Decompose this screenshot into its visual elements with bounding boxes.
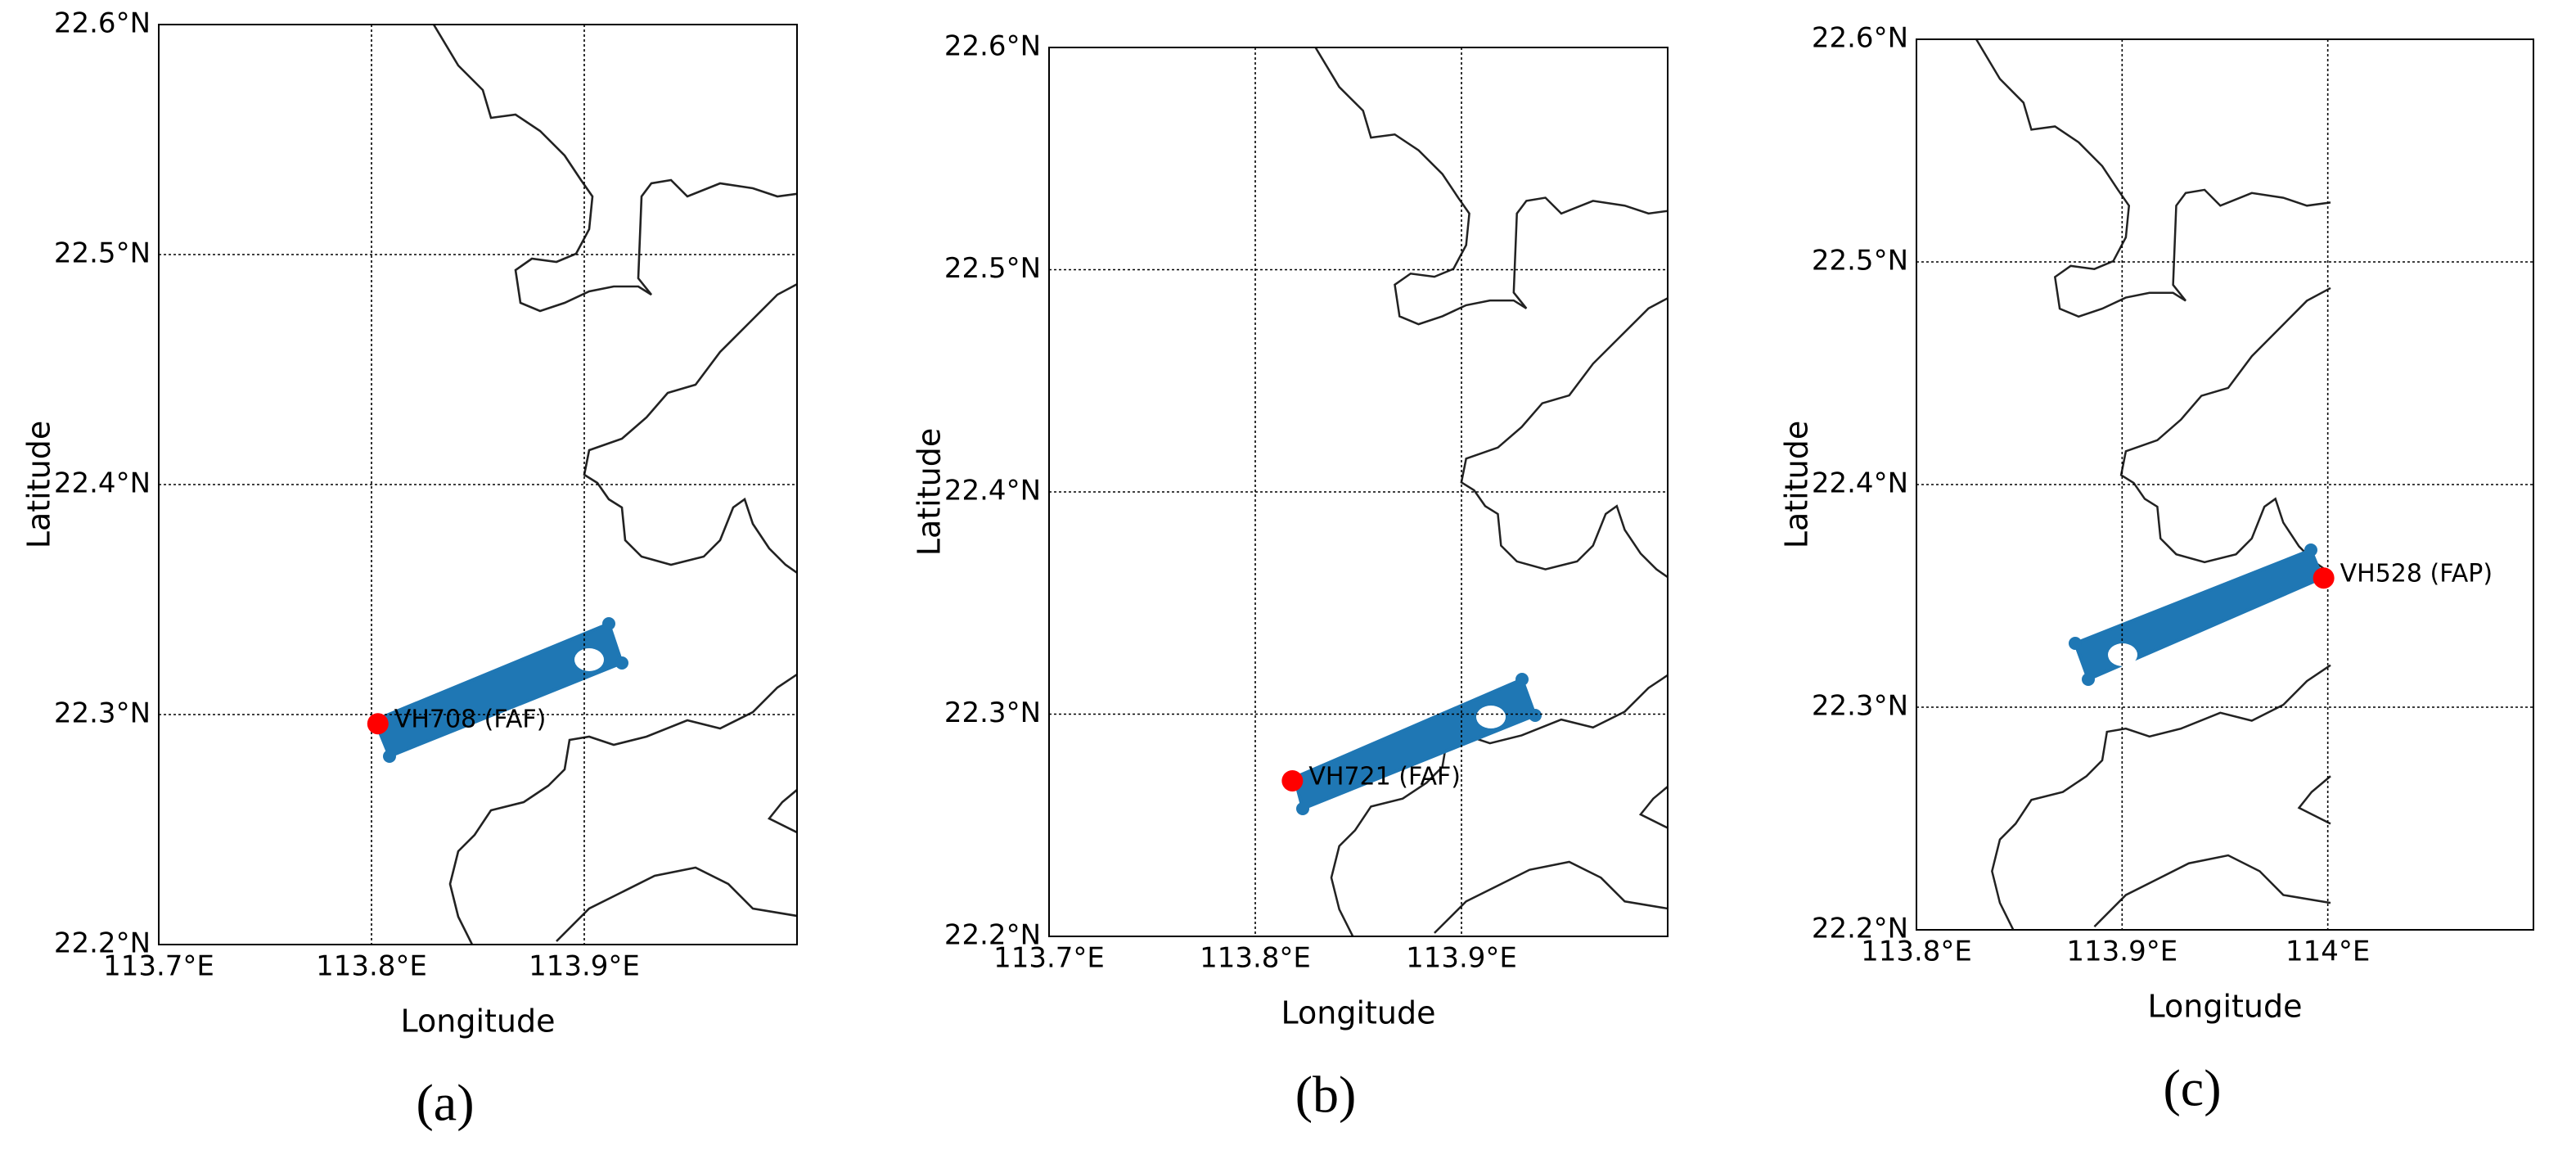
trajectory-band [2069, 543, 2325, 686]
y-tick-label: 22.2°N [1812, 913, 1908, 945]
y-tick-label: 22.6°N [54, 7, 151, 40]
y-tick-label: 22.2°N [54, 927, 151, 960]
y-tick-label: 22.6°N [1812, 22, 1908, 55]
plot-frame [1048, 47, 1669, 937]
y-tick-label: 22.4°N [1812, 467, 1908, 500]
plot-frame [158, 24, 798, 945]
y-tick-label: 22.3°N [54, 697, 151, 730]
point [367, 713, 389, 735]
y-axis-label: Latitude [912, 428, 948, 556]
y-tick-label: 22.5°N [944, 252, 1041, 285]
x-tick-label: 113.7°E [993, 942, 1105, 975]
point-label: VH528 (FAP) [2340, 560, 2493, 589]
y-tick-label: 22.4°N [54, 467, 151, 500]
point [2313, 567, 2335, 589]
x-tick-label: 113.9°E [2066, 936, 2177, 968]
x-tick-label: 113.9°E [1406, 942, 1517, 975]
point-label: VH721 (FAF) [1308, 762, 1461, 791]
y-tick-label: 22.4°N [944, 475, 1041, 507]
x-tick-label: 114°E [2286, 936, 2370, 968]
y-axis-label: Latitude [1779, 421, 1815, 548]
y-tick-label: 22.5°N [1812, 245, 1908, 277]
x-tick-label: 113.8°E [1861, 936, 1972, 968]
x-tick-label: 113.8°E [316, 950, 427, 983]
y-tick-label: 22.3°N [1812, 690, 1908, 723]
x-tick-label: 113.8°E [1200, 942, 1311, 975]
x-axis-label: Longitude [1281, 995, 1436, 1031]
point-label: VH708 (FAF) [394, 706, 547, 734]
trajectory-band [1292, 673, 1542, 815]
caption: (a) [416, 1074, 474, 1132]
caption: (b) [1295, 1066, 1357, 1124]
point [1281, 769, 1304, 791]
y-tick-label: 22.2°N [944, 919, 1041, 952]
plot-frame [1916, 38, 2534, 931]
caption: (c) [2163, 1059, 2221, 1117]
coastline [432, 25, 797, 945]
y-tick-label: 22.5°N [54, 237, 151, 270]
y-tick-label: 22.6°N [944, 30, 1041, 63]
x-axis-label: Longitude [401, 1003, 556, 1039]
x-tick-label: 113.9°E [529, 950, 640, 983]
y-axis-label: Latitude [21, 421, 57, 548]
coastline [1314, 47, 1668, 936]
x-axis-label: Longitude [2148, 989, 2303, 1025]
y-tick-label: 22.3°N [944, 697, 1041, 729]
coastline [1975, 39, 2332, 930]
x-tick-label: 113.7°E [103, 950, 214, 983]
trajectory-band [372, 617, 628, 763]
